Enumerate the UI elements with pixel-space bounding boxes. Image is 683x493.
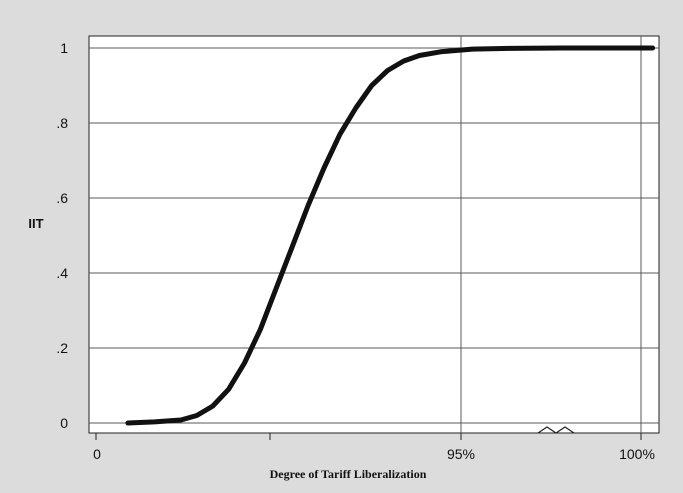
x-tick-labels: 0 95% 100%: [93, 446, 655, 462]
x-tick-label: 100%: [619, 446, 655, 462]
y-tick-label: .8: [56, 115, 68, 131]
series-line: [125, 45, 656, 426]
series-layer: [125, 45, 656, 426]
grid-lines: [89, 36, 659, 433]
y-tick-label: .2: [56, 340, 68, 356]
y-axis-title: IIT: [28, 216, 43, 231]
x-axis-break-marker: [537, 426, 575, 434]
y-tick-label: .6: [56, 190, 68, 206]
y-tick-label: 1: [60, 40, 68, 56]
x-tick-label: 95%: [447, 446, 475, 462]
x-tick-label: 0: [93, 446, 101, 462]
plot-area: [88, 35, 660, 434]
x-ticks: [95, 433, 642, 440]
y-tick-label: .4: [56, 265, 68, 281]
x-axis-title: Degree of Tariff Liberalization: [270, 467, 427, 481]
y-tick-label: 0: [60, 415, 68, 431]
y-tick-labels: 0 .2 .4 .6 .8 1: [56, 40, 68, 431]
